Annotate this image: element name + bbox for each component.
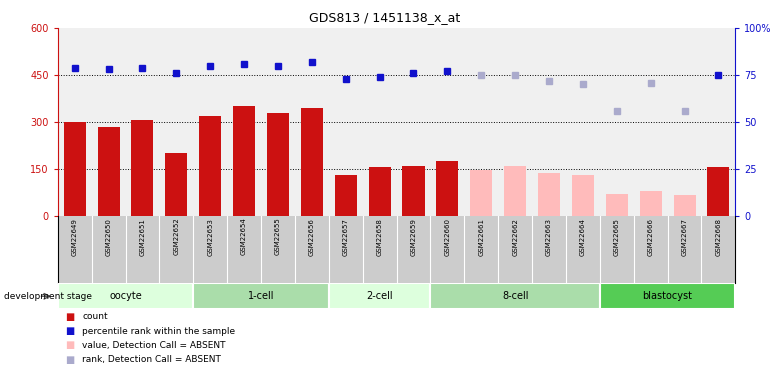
Bar [504, 166, 526, 216]
Text: 2-cell: 2-cell [367, 291, 393, 301]
Text: oocyte: oocyte [109, 291, 142, 301]
Text: GDS813 / 1451138_x_at: GDS813 / 1451138_x_at [310, 11, 460, 24]
Text: ■: ■ [65, 340, 75, 350]
Text: count: count [82, 312, 108, 321]
Text: GSM22660: GSM22660 [444, 217, 450, 256]
Text: ■: ■ [65, 312, 75, 322]
Text: 1-cell: 1-cell [248, 291, 274, 301]
Bar [301, 108, 323, 216]
Bar [437, 161, 458, 216]
Text: value, Detection Call = ABSENT: value, Detection Call = ABSENT [82, 341, 226, 350]
Bar [430, 283, 600, 309]
Bar [538, 173, 560, 216]
Bar [329, 283, 430, 309]
Bar [369, 167, 390, 216]
Text: GSM22655: GSM22655 [275, 217, 281, 255]
Text: GSM22657: GSM22657 [343, 217, 349, 255]
Text: rank, Detection Call = ABSENT: rank, Detection Call = ABSENT [82, 355, 221, 364]
Text: GSM22667: GSM22667 [681, 217, 688, 256]
Bar [403, 166, 424, 216]
Text: GSM22653: GSM22653 [207, 217, 213, 255]
Bar [58, 283, 193, 309]
Bar [708, 167, 729, 216]
Text: GSM22658: GSM22658 [377, 217, 383, 255]
Text: GSM22656: GSM22656 [309, 217, 315, 255]
Text: ■: ■ [65, 326, 75, 336]
Text: GSM22650: GSM22650 [105, 217, 112, 255]
Bar [600, 283, 735, 309]
Bar [132, 120, 153, 216]
Text: GSM22651: GSM22651 [139, 217, 146, 255]
Bar [674, 195, 695, 216]
Text: GSM22649: GSM22649 [72, 217, 78, 255]
Bar [199, 116, 221, 216]
Bar [470, 170, 492, 216]
Text: GSM22668: GSM22668 [715, 217, 721, 256]
Text: GSM22663: GSM22663 [546, 217, 552, 256]
Text: GSM22652: GSM22652 [173, 217, 179, 255]
Text: 8-cell: 8-cell [502, 291, 528, 301]
Bar [64, 122, 85, 216]
Text: GSM22659: GSM22659 [410, 217, 417, 255]
Text: GSM22654: GSM22654 [241, 217, 247, 255]
Bar [640, 190, 661, 216]
Text: GSM22665: GSM22665 [614, 217, 620, 255]
Bar [193, 283, 329, 309]
Bar [98, 127, 119, 216]
Bar [166, 153, 187, 216]
Bar [233, 106, 255, 216]
Text: development stage: development stage [4, 292, 92, 301]
Text: ■: ■ [65, 355, 75, 364]
Bar [267, 112, 289, 216]
Bar [606, 194, 628, 216]
Text: GSM22662: GSM22662 [512, 217, 518, 255]
Text: blastocyst: blastocyst [643, 291, 692, 301]
Text: percentile rank within the sample: percentile rank within the sample [82, 327, 236, 336]
Text: GSM22661: GSM22661 [478, 217, 484, 256]
Text: GSM22666: GSM22666 [648, 217, 654, 256]
Bar [335, 175, 357, 216]
Bar [572, 175, 594, 216]
Text: GSM22664: GSM22664 [580, 217, 586, 255]
